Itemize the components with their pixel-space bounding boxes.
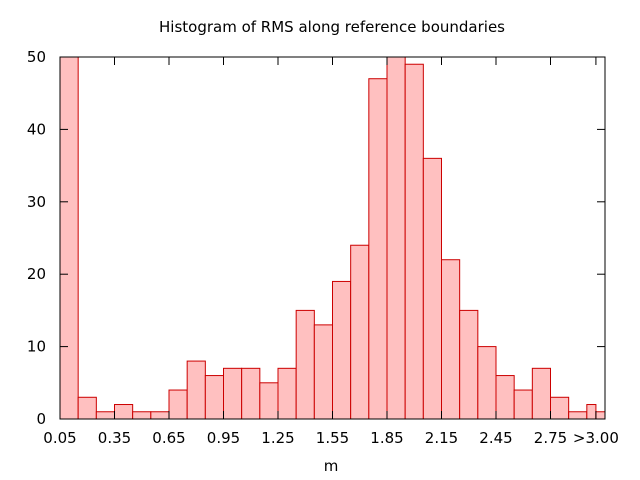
histogram-bar [132, 411, 152, 420]
x-tick-label: 2.75 [534, 429, 567, 447]
y-tick-label: 0 [36, 410, 46, 428]
histogram-bar [513, 389, 533, 420]
y-tick-label: 50 [27, 48, 46, 66]
histogram-bar [568, 411, 588, 420]
histogram-bar [495, 375, 515, 420]
histogram-bar [114, 404, 134, 420]
histogram-bar [295, 309, 315, 420]
x-tick-label: 1.85 [370, 429, 403, 447]
histogram-bar [77, 396, 97, 420]
chart-title: Histogram of RMS along reference boundar… [159, 18, 505, 36]
x-tick-label: 0.65 [152, 429, 185, 447]
histogram-bar [550, 396, 570, 420]
histogram-bar [241, 367, 261, 420]
histogram-bar [150, 411, 170, 420]
histogram-bar [368, 78, 388, 420]
histogram-bar [386, 56, 406, 420]
histogram-bar [332, 280, 352, 420]
histogram-bar [459, 309, 479, 420]
x-axis-ticks: 0.05 0.35 0.65 0.95 1.25 1.55 1.85 2.15 2.45 2.75… [43, 57, 619, 447]
y-tick-label: 10 [27, 338, 46, 356]
x-tick-label: 0.35 [98, 429, 131, 447]
histogram-bar [404, 63, 424, 420]
histogram-bar [586, 404, 597, 420]
histogram-bar [595, 411, 606, 420]
histogram-bar [531, 367, 551, 420]
x-axis-label: m [324, 457, 339, 475]
y-tick-label: 20 [27, 265, 46, 283]
histogram-bar [350, 244, 370, 420]
histogram-bar [223, 367, 243, 420]
x-tick-label: 0.95 [207, 429, 240, 447]
x-tick-label: 1.55 [316, 429, 349, 447]
histogram-bar [204, 375, 224, 420]
y-tick-label: 30 [27, 193, 46, 211]
histogram-bar [441, 259, 461, 420]
histogram-bar [168, 389, 188, 420]
histogram-bar [95, 411, 116, 420]
x-tick-label: 0.05 [43, 429, 76, 447]
histogram-bar [259, 382, 279, 420]
x-tick-label: 1.25 [261, 429, 294, 447]
y-axis-ticks: 0 10 20 30 40 50 [27, 48, 605, 428]
histogram-bar [313, 324, 334, 420]
histogram-bar [59, 56, 79, 420]
histogram-bar [277, 367, 297, 420]
x-tick-label: 2.45 [479, 429, 512, 447]
histogram-bars [59, 56, 606, 420]
y-tick-label: 40 [27, 120, 46, 138]
x-tick-label: 2.15 [425, 429, 458, 447]
histogram-bar [477, 346, 497, 420]
x-tick-label: >3.00 [573, 429, 619, 447]
histogram-bar [422, 157, 443, 420]
histogram-bar [186, 360, 206, 420]
